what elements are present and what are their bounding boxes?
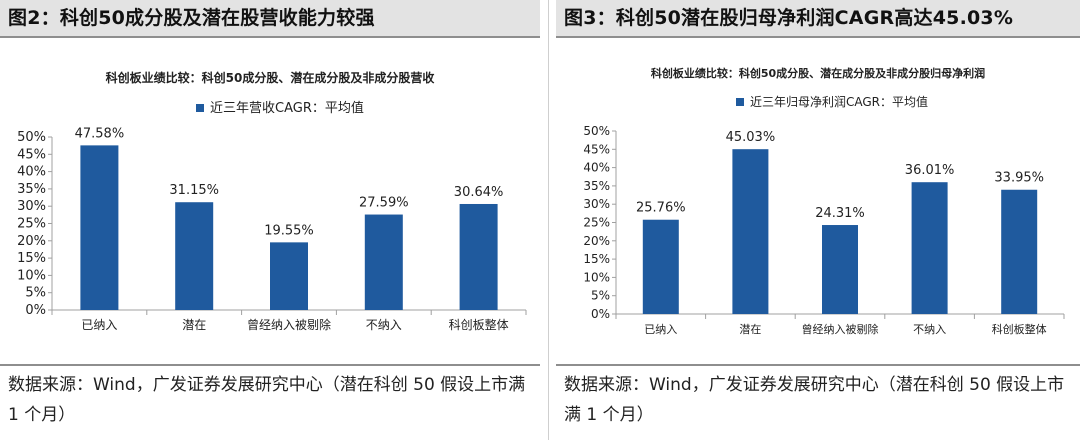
- y-tick-label: 0%: [25, 303, 46, 318]
- category-label: 曾经纳入被剔除: [802, 322, 879, 336]
- chart-container: 科创板业绩比较：科创50成分股、潜在成分股及非成分股归母净利润近三年归母净利润C…: [556, 40, 1080, 358]
- y-tick-label: 30%: [583, 197, 610, 211]
- y-tick-label: 5%: [591, 289, 610, 303]
- category-label: 科创板整体: [992, 322, 1047, 336]
- y-tick-label: 50%: [583, 124, 610, 138]
- y-tick-label: 35%: [583, 179, 610, 193]
- y-tick-label: 15%: [17, 251, 46, 266]
- y-tick-label: 45%: [17, 147, 46, 162]
- figure-title: 图3：科创50潜在股归母净利润CAGR高达45.03%: [556, 0, 1080, 36]
- chart-title: 科创板业绩比较：科创50成分股、潜在成分股及非成分股营收: [106, 70, 435, 85]
- y-tick-label: 45%: [583, 142, 610, 156]
- category-label: 已纳入: [644, 323, 677, 336]
- legend-swatch: [196, 104, 204, 112]
- net-profit-cagr-chart: 科创板业绩比较：科创50成分股、潜在成分股及非成分股归母净利润近三年归母净利润C…: [583, 66, 1065, 336]
- bar-value-label: 31.15%: [169, 183, 219, 198]
- y-tick-label: 5%: [25, 286, 46, 301]
- y-tick-label: 40%: [583, 161, 610, 175]
- y-tick-label: 50%: [17, 130, 46, 145]
- y-tick-label: 40%: [17, 165, 46, 180]
- y-tick-label: 25%: [583, 216, 610, 230]
- bar: [642, 219, 679, 314]
- figure-3-panel: 图3：科创50潜在股归母净利润CAGR高达45.03% 科创板业绩比较：科创50…: [556, 0, 1080, 440]
- y-tick-label: 0%: [591, 307, 610, 321]
- bar: [175, 202, 214, 310]
- legend-swatch: [736, 98, 744, 106]
- bar: [822, 225, 858, 314]
- panel-divider: [548, 0, 549, 440]
- revenue-cagr-chart: 科创板业绩比较：科创50成分股、潜在成分股及非成分股营收近三年营收CAGR：平均…: [17, 70, 527, 332]
- bar-value-label: 47.58%: [75, 126, 125, 141]
- bar: [270, 242, 308, 310]
- category-label: 潜在: [739, 322, 761, 336]
- category-label: 已纳入: [81, 318, 117, 332]
- y-tick-label: 30%: [17, 199, 46, 214]
- y-tick-label: 15%: [583, 252, 610, 266]
- bar: [911, 182, 948, 314]
- chart-container: 科创板业绩比较：科创50成分股、潜在成分股及非成分股营收近三年营收CAGR：平均…: [0, 40, 540, 358]
- bar-value-label: 24.31%: [815, 206, 865, 221]
- category-label: 潜在: [182, 318, 206, 332]
- bar-value-label: 25.76%: [636, 201, 686, 216]
- source-rule: [0, 364, 540, 366]
- bar: [364, 214, 403, 310]
- title-rule: [0, 36, 540, 38]
- bar: [80, 145, 119, 310]
- bar-value-label: 33.95%: [994, 171, 1044, 186]
- category-label: 不纳入: [913, 323, 946, 336]
- category-label: 不纳入: [366, 318, 402, 332]
- bar-value-label: 30.64%: [454, 185, 504, 200]
- bar-value-label: 45.03%: [726, 130, 776, 145]
- source-rule: [556, 364, 1080, 366]
- y-tick-label: 35%: [17, 182, 46, 197]
- y-tick-label: 10%: [17, 268, 46, 283]
- chart-title: 科创板业绩比较：科创50成分股、潜在成分股及非成分股归母净利润: [651, 66, 985, 80]
- title-rule: [556, 36, 1080, 38]
- bar: [1001, 189, 1038, 314]
- y-tick-label: 25%: [17, 217, 46, 232]
- legend-label: 近三年归母净利润CAGR：平均值: [750, 94, 928, 109]
- y-tick-label: 10%: [583, 270, 610, 284]
- figure-2-panel: 图2：科创50成分股及潜在股营收能力较强 科创板业绩比较：科创50成分股、潜在成…: [0, 0, 540, 425]
- bar-value-label: 36.01%: [905, 163, 955, 178]
- figure-title: 图2：科创50成分股及潜在股营收能力较强: [0, 0, 540, 36]
- category-label: 科创板整体: [449, 317, 509, 332]
- bar: [459, 203, 498, 310]
- bar-value-label: 19.55%: [264, 223, 314, 238]
- y-tick-label: 20%: [583, 234, 610, 248]
- bar-value-label: 27.59%: [359, 196, 409, 211]
- source-note: 数据来源：Wind，广发证券发展研究中心（潜在科创 50 假设上市满 1 个月）: [8, 375, 526, 425]
- source-note: 数据来源：Wind，广发证券发展研究中心（潜在科创 50 假设上市满 1 个月）: [564, 375, 1065, 425]
- category-label: 曾经纳入被剔除: [247, 317, 331, 332]
- bar: [732, 149, 769, 314]
- legend-label: 近三年营收CAGR：平均值: [210, 100, 364, 116]
- y-tick-label: 20%: [17, 234, 46, 249]
